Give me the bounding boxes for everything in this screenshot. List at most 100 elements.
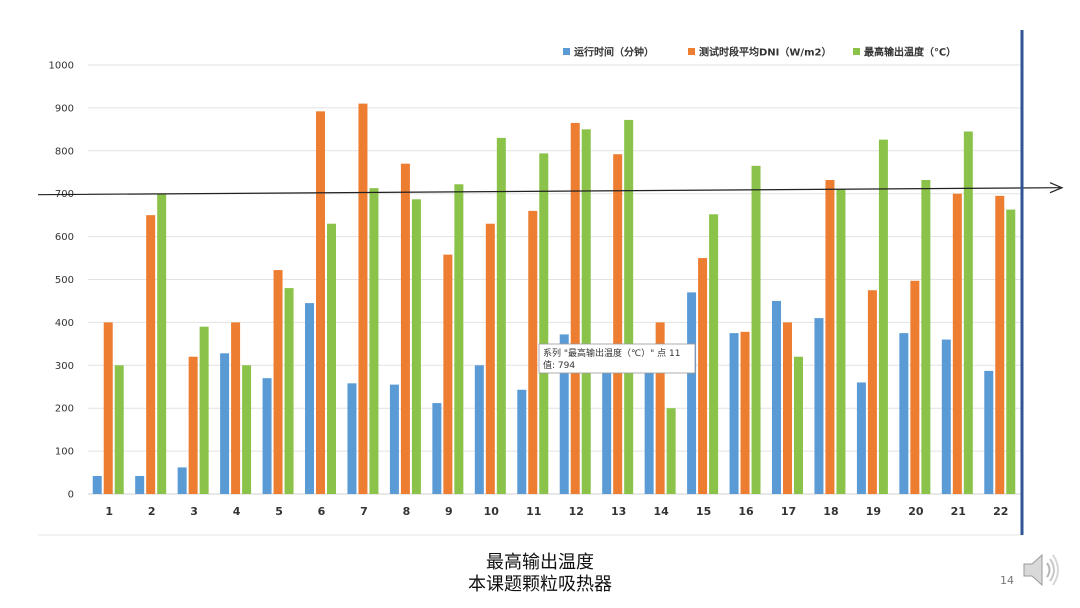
speaker-icon[interactable] [1018,548,1062,596]
bar [740,331,750,494]
bar [135,475,145,494]
bar [400,163,410,495]
bar [814,318,824,494]
page-number: 14 [1000,574,1014,587]
caption-title: 最高输出温度 [486,552,594,573]
x-tick-label: 15 [696,505,711,518]
x-tick-label: 20 [908,505,924,518]
legend-swatch [563,48,570,55]
x-tick-label: 12 [569,505,584,518]
caption-subtitle: 本课题颗粒吸热器 [468,574,612,595]
bar [369,188,379,495]
bar [825,179,835,495]
bar [389,384,399,494]
bar [528,210,538,495]
x-tick-label: 5 [275,505,283,518]
arrow-head [1049,182,1064,194]
bar [666,408,676,494]
y-tick-label: 600 [55,232,74,243]
x-tick-label: 4 [233,505,241,518]
bar [687,292,697,494]
bar [751,165,761,494]
bar [92,475,102,494]
bar [284,288,294,494]
bar [655,322,665,494]
bar [231,322,241,494]
bar [496,137,506,494]
bar [177,467,187,494]
y-tick-label: 200 [55,404,74,415]
bar [517,389,527,494]
bar [432,403,442,494]
x-tick-label: 7 [360,505,368,518]
legend-swatch [688,48,695,55]
bar [952,193,962,494]
bar [698,258,708,494]
bar [910,280,920,494]
legend-label: 运行时间（分钟） [574,46,654,59]
x-tick-label: 18 [823,505,838,518]
tooltip-box [538,343,696,374]
bar [114,365,124,494]
x-tick-label: 6 [318,505,326,518]
bar [613,154,623,494]
bar [327,223,336,495]
y-tick-label: 1000 [49,61,74,72]
x-tick-label: 9 [445,505,453,518]
bar [358,103,368,495]
bar [899,333,909,494]
legend-label: 最高输出温度（℃） [864,46,956,59]
bar [199,326,209,494]
bar [794,356,803,494]
bar [878,139,888,494]
bar [347,383,357,494]
bar [921,179,931,495]
x-tick-label: 19 [866,505,881,518]
tooltip-line2: 值: 794 [543,359,575,371]
bar [146,215,156,494]
bar [559,334,569,494]
bar [856,382,866,494]
y-tick-label: 0 [68,490,74,501]
x-tick-label: 21 [951,505,966,518]
caption: 最高输出温度 本课题颗粒吸热器 [380,552,700,596]
bar [539,153,549,494]
y-tick-label: 800 [55,146,74,157]
x-tick-label: 13 [611,505,626,518]
x-tick-label: 2 [148,505,156,518]
legend-swatch [853,48,860,55]
bar [602,371,612,494]
bar [709,214,719,495]
bar [1006,209,1016,494]
bar [188,356,198,494]
y-tick-label: 500 [55,275,74,286]
bar [474,365,484,494]
bar [454,184,464,494]
bar [485,223,495,495]
bar [220,353,230,494]
bar [867,290,877,494]
legend-label: 测试时段平均DNI（W/m2） [699,46,831,59]
bar [963,131,973,494]
bar [984,370,994,494]
bar [305,303,314,494]
y-tick-label: 100 [55,447,74,458]
x-tick-label: 3 [190,505,198,518]
bar [273,270,283,494]
bar [772,300,781,494]
x-tick-label: 16 [738,505,754,518]
x-tick-label: 17 [781,505,796,518]
bar [570,122,580,494]
bar [836,189,846,494]
y-tick-label: 900 [55,103,74,114]
bar [581,129,591,494]
y-tick-label: 300 [55,361,74,372]
x-tick-label: 14 [653,505,669,518]
bar [729,333,739,494]
x-tick-label: 1 [105,505,113,518]
bar [103,322,113,494]
reference-line [37,187,1061,196]
bar [624,119,634,495]
